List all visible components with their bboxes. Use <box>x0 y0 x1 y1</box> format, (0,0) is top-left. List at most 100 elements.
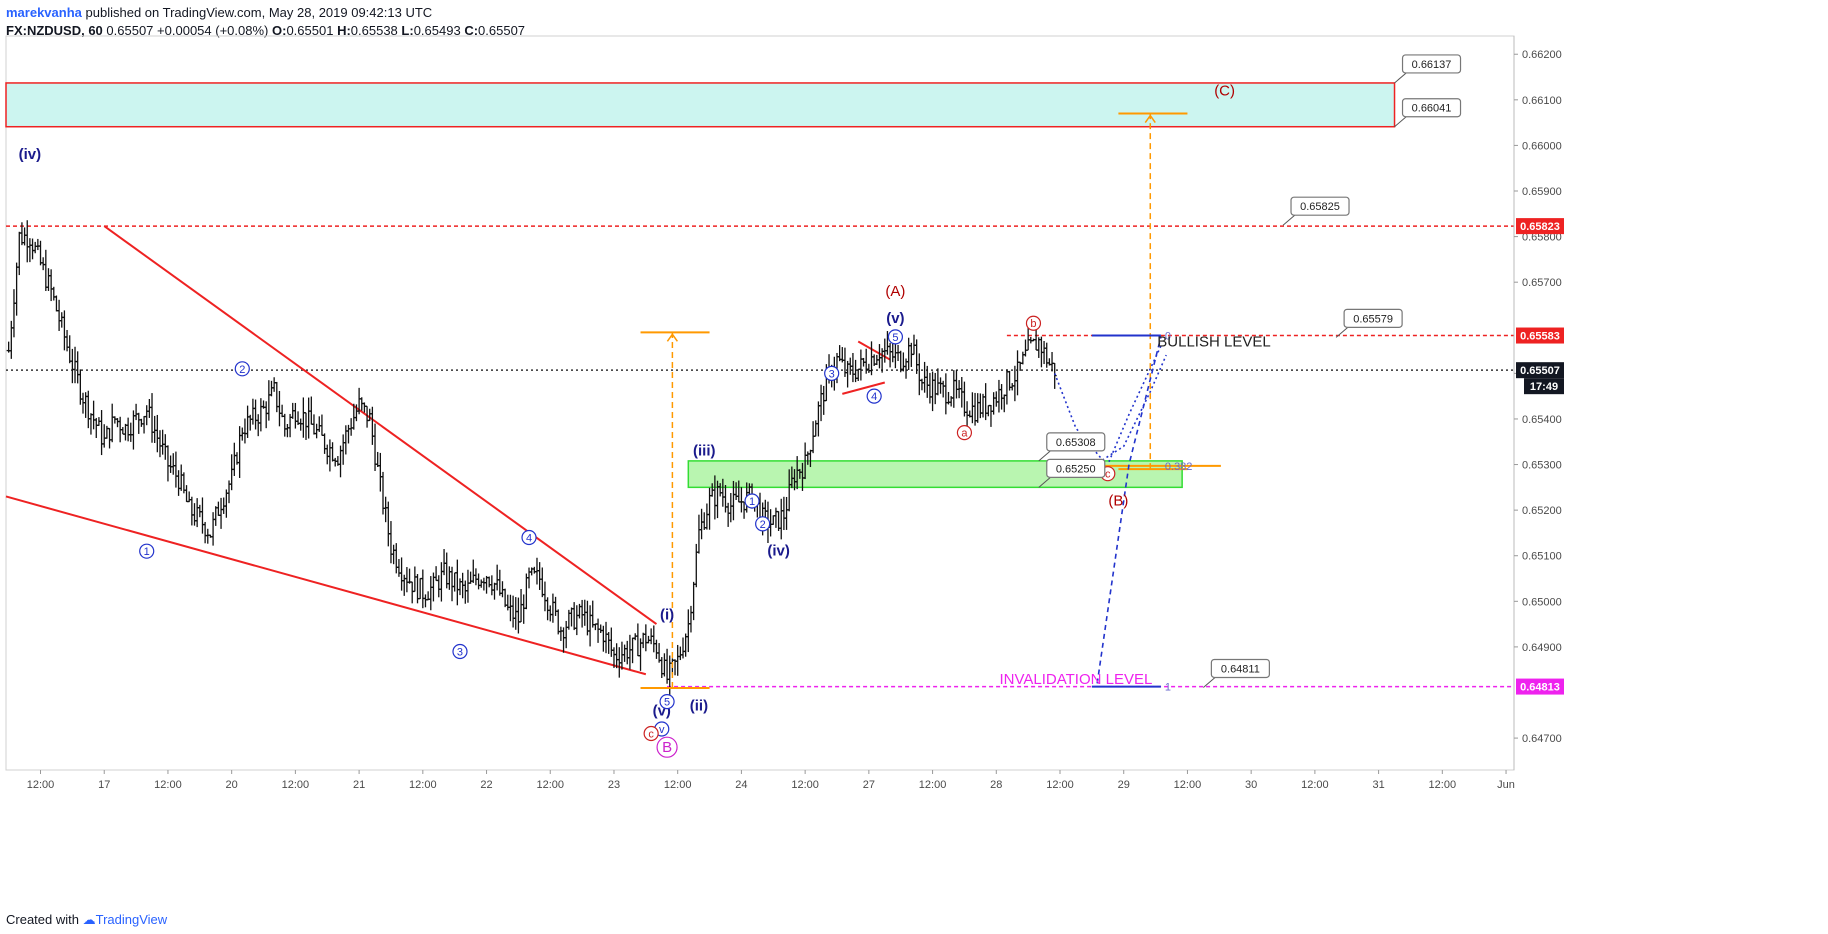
time-tick-label: 12:00 <box>27 779 55 791</box>
open-value: 0.65501 <box>286 23 334 38</box>
price-tag-label: 0.65823 <box>1520 221 1560 233</box>
price-tag-label: 0.65583 <box>1520 331 1560 343</box>
tradingview-logo[interactable]: ☁TradingView <box>83 912 168 927</box>
time-tick-label: 20 <box>226 779 238 791</box>
callout-value: 0.65825 <box>1300 201 1340 213</box>
callout-box <box>1401 54 1462 74</box>
wave-marker <box>659 694 675 710</box>
fib-label-0: 0 <box>1165 331 1171 343</box>
symbol-name[interactable]: FX:NZDUSD, 60 <box>6 23 103 38</box>
text-note: INVALIDATION LEVEL <box>1000 671 1153 688</box>
time-tick-label: 12:00 <box>791 779 819 791</box>
wave-marker <box>521 529 537 546</box>
time-tick-label: 21 <box>353 779 365 791</box>
price-tick-label: 0.65000 <box>1522 596 1562 608</box>
time-tick-label: 29 <box>1118 779 1130 791</box>
high-value: 0.65538 <box>350 23 398 38</box>
wave-label: 3 <box>829 368 835 380</box>
time-tick-label: Jun <box>1497 779 1515 791</box>
wave-label: B <box>662 739 672 756</box>
time-tick-label: 12:00 <box>536 779 564 791</box>
wave-label: 4 <box>526 532 532 544</box>
close-label: C: <box>464 23 479 38</box>
price-tag <box>1516 362 1564 379</box>
time-tick-label: 28 <box>990 779 1002 791</box>
callout-box <box>1401 98 1462 118</box>
time-tick-label: 23 <box>608 779 620 791</box>
price-tag-label: 0.64813 <box>1520 682 1560 694</box>
countdown-tag <box>1524 378 1564 395</box>
forecast-layer <box>1053 336 1167 684</box>
wave-label: (C) <box>1214 82 1235 99</box>
wave-label: a <box>961 428 968 440</box>
text-note: BULLISH LEVEL <box>1157 333 1270 350</box>
time-tick-label: 12:00 <box>154 779 182 791</box>
levels-layer <box>6 225 1514 688</box>
wave-labels: (iv)(A)(v)(iii)(iv)(i)(ii)(v)(B)(C)12345… <box>19 82 1271 758</box>
chart-header: marekvanha published on TradingView.com,… <box>6 4 525 40</box>
price-tick-label: 0.65400 <box>1522 414 1562 426</box>
callout-box <box>1343 308 1403 328</box>
time-tick-label: 12:00 <box>1174 779 1202 791</box>
time-tick-label: 27 <box>863 779 875 791</box>
footer: Created with ☁TradingView <box>6 912 167 928</box>
last-price: 0.65507 <box>106 23 154 38</box>
price-axis[interactable]: 0.66200 0.66100 0.66000 0.65900 0.65800 0.657… <box>1513 36 1564 770</box>
time-tick-label: 12:00 <box>1301 779 1329 791</box>
time-tick-label: 24 <box>735 779 747 791</box>
wave-marker <box>656 736 678 758</box>
wave-label: (A) <box>885 283 905 300</box>
publish-line: marekvanha published on TradingView.com,… <box>6 4 525 22</box>
callout-value: 0.66041 <box>1412 103 1452 115</box>
time-axis[interactable]: 12:00 17 12:00 20 12:00 21 12:00 22 12:00 23 12:00… <box>27 770 1515 791</box>
forecast-path-3 <box>1096 336 1162 684</box>
wave-marker <box>452 643 468 660</box>
brand-name: TradingView <box>95 912 168 927</box>
trendline-2 <box>5 495 647 676</box>
callout-box <box>1046 458 1106 478</box>
ohlc-bars <box>6 220 1057 696</box>
time-tick-label: 30 <box>1245 779 1257 791</box>
wave-label: 1 <box>749 496 755 508</box>
wave-label: (i) <box>660 607 674 624</box>
wave-marker <box>139 543 155 559</box>
wave-label: 5 <box>892 332 898 344</box>
wave-label: c <box>648 729 654 741</box>
forecast-path-2 <box>1107 345 1162 465</box>
created-with-label: Created with <box>6 912 79 927</box>
price-tag <box>1516 218 1564 235</box>
trendline-1 <box>103 225 658 625</box>
time-tick-label: 22 <box>480 779 492 791</box>
plot-border <box>5 35 1515 771</box>
callout-box <box>1290 196 1350 216</box>
wave-marker <box>824 365 840 381</box>
price-tag-label: 0.65507 <box>1520 365 1560 377</box>
price-tick-label: 0.65100 <box>1522 551 1562 563</box>
wave-label: 2 <box>760 519 766 531</box>
low-value: 0.65493 <box>413 23 461 38</box>
wave-marker <box>755 516 771 532</box>
price-tick-label: 0.65700 <box>1522 277 1562 289</box>
callout-box <box>1046 432 1106 452</box>
time-tick-label: 12:00 <box>1046 779 1074 791</box>
time-tick-label: 12:00 <box>409 779 437 791</box>
low-label: L: <box>401 23 414 38</box>
price-tick-label: 0.66100 <box>1522 95 1562 107</box>
price-tick-label: 0.65800 <box>1522 232 1562 244</box>
wave-label: 4 <box>871 391 877 403</box>
author-name[interactable]: marekvanha <box>6 5 82 20</box>
price-tick-label: 0.66000 <box>1522 140 1562 152</box>
wave-marker <box>887 329 904 345</box>
price-callouts: 0.66137 0.66041 0.65825 0.65579 0.65308 0.652… <box>1038 54 1462 688</box>
projection-arrowhead <box>1144 114 1156 123</box>
plot-frame <box>5 35 1515 771</box>
time-tick-label: 12:00 <box>664 779 692 791</box>
trendline-4 <box>842 381 886 395</box>
time-tick-label: 31 <box>1372 779 1384 791</box>
wave-label: (B) <box>1108 493 1128 510</box>
publish-info: published on TradingView.com, May 28, 20… <box>85 5 433 20</box>
open-label: O: <box>271 23 287 38</box>
wave-label: c <box>1105 469 1111 481</box>
trendlines-layer <box>5 225 891 676</box>
